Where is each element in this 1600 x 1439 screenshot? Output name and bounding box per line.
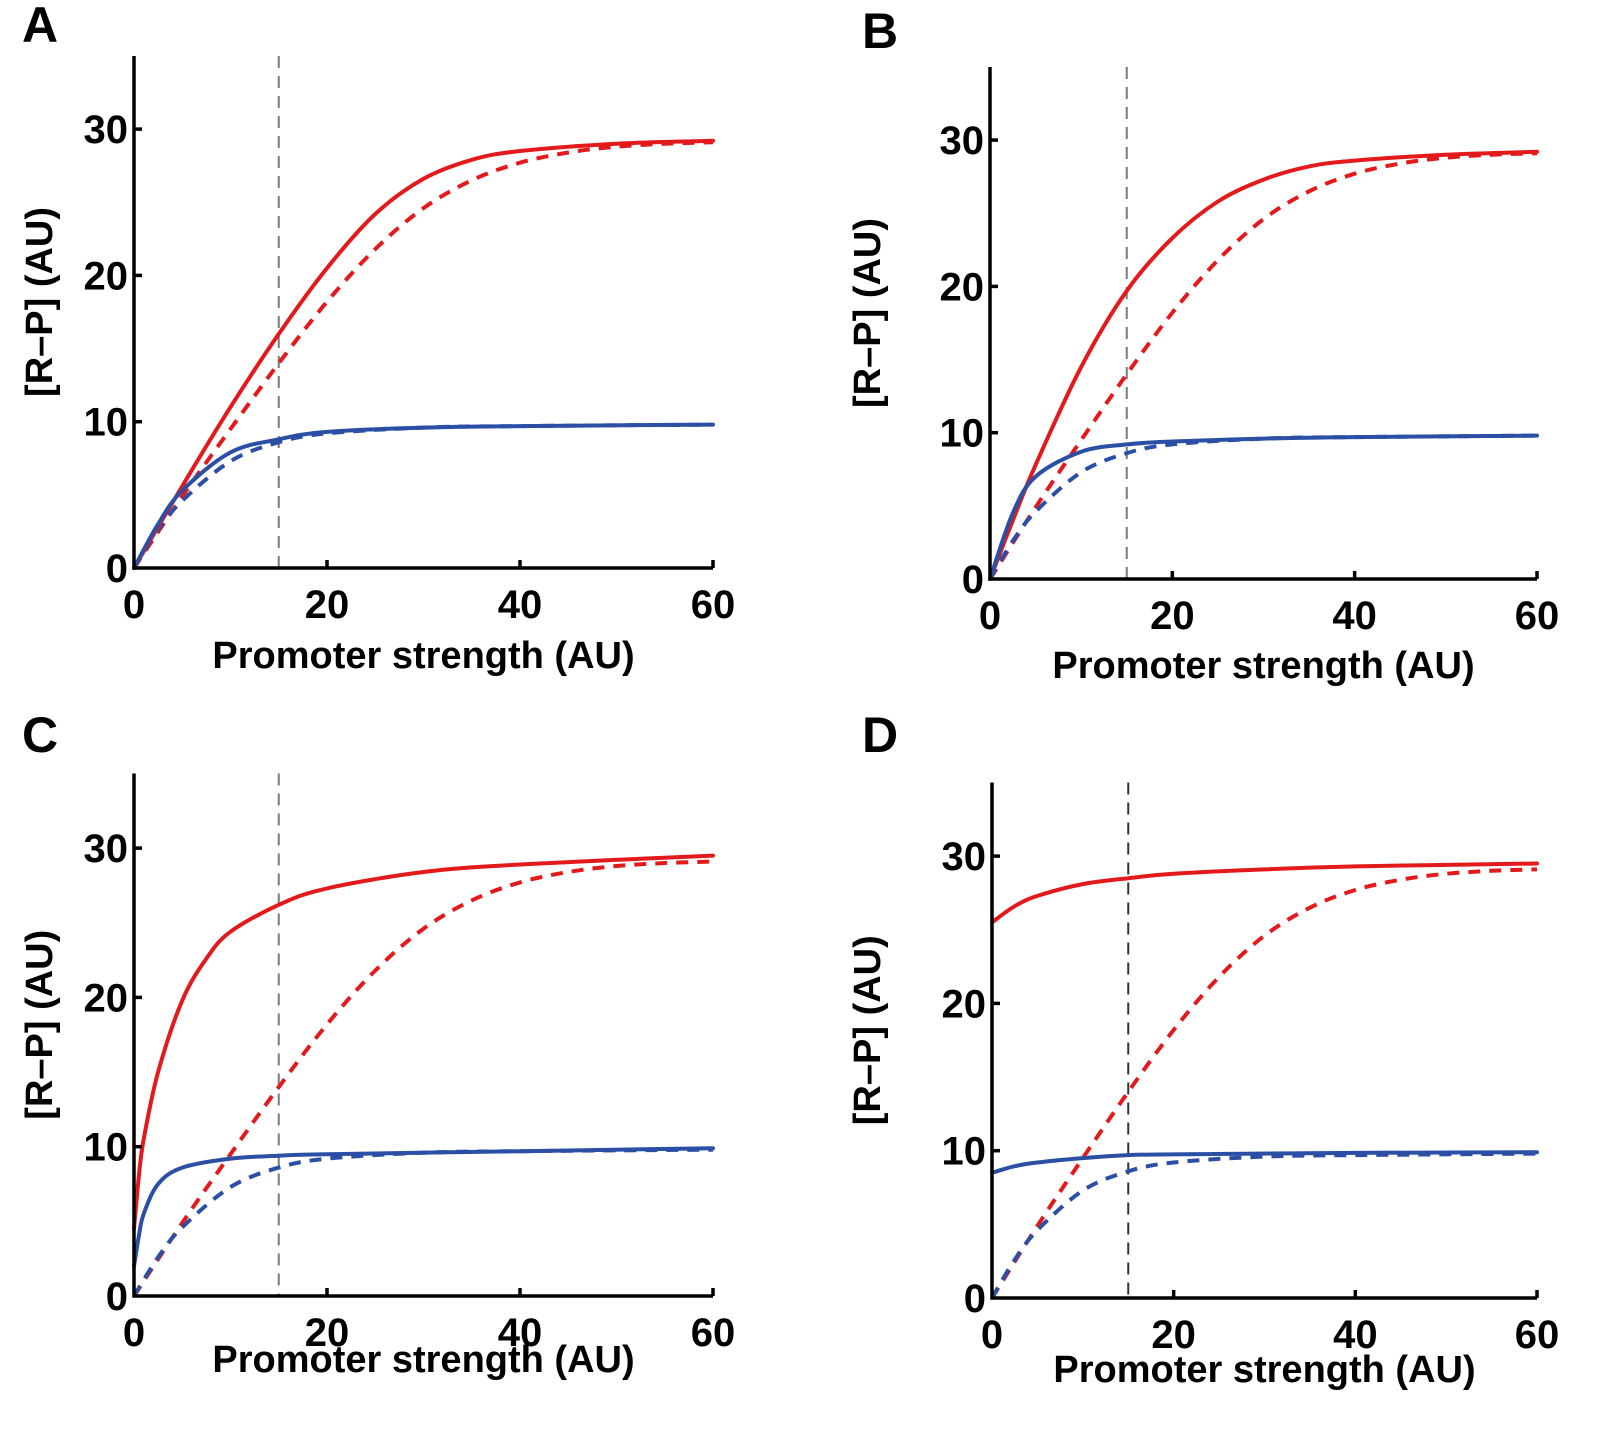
series-red-solid	[990, 861, 1539, 925]
series-blue-dashed	[132, 422, 714, 570]
x-tick-label: 0	[123, 583, 145, 627]
series-blue-solid	[990, 1150, 1539, 1175]
y-tick-label: 20	[940, 265, 985, 309]
x-tick-label: 40	[498, 583, 543, 627]
x-tick-label: 40	[1332, 594, 1377, 638]
x-tick-label: 20	[1150, 594, 1195, 638]
x-tick-label: 60	[691, 1311, 736, 1355]
x-tick-label: 60	[1515, 1313, 1560, 1357]
series-red-solid	[988, 149, 1539, 581]
x-tick-label: 0	[979, 594, 1001, 638]
y-tick-label: 30	[940, 119, 985, 163]
x-tick-label: 20	[305, 1311, 350, 1355]
y-tick-label: 0	[106, 547, 128, 591]
series-blue-solid	[988, 433, 1539, 581]
y-tick-label: 10	[942, 1130, 987, 1174]
y-tick-label: 20	[84, 976, 129, 1020]
y-axis-title: [R–P] (AU)	[19, 207, 61, 397]
series-blue-dashed	[990, 1151, 1538, 1300]
panel-letter: B	[862, 3, 898, 59]
y-tick-label: 20	[84, 254, 129, 298]
y-tick-label: 0	[964, 1277, 986, 1321]
y-tick-label: 0	[962, 558, 984, 602]
y-tick-label: 30	[84, 108, 129, 152]
y-tick-label: 20	[942, 982, 987, 1026]
panel-b: B 0 20 40 60 0 10 20 30 Promoter strength (AU) [R–…	[847, 3, 1559, 687]
x-axis-title: Promoter strength (AU)	[1053, 1349, 1475, 1391]
y-tick-label: 30	[942, 835, 987, 879]
y-tick-label: 10	[84, 1126, 129, 1170]
series-red-dashed	[988, 151, 1538, 581]
x-tick-label: 40	[498, 1311, 543, 1355]
y-tick-label: 10	[940, 412, 985, 456]
panel-d: D 0 20 40 60 0 10 20 30 Promoter strength (AU) [R–…	[847, 707, 1559, 1391]
y-tick-label: 10	[84, 401, 129, 445]
series-blue-dashed	[132, 1147, 714, 1298]
y-tick-label: 0	[106, 1275, 128, 1319]
panel-c: C 0 20 40 60 0 10 20 30 Promoter strength (AU) [R–…	[19, 707, 735, 1381]
series-red-dashed	[990, 867, 1538, 1300]
series-red-solid	[132, 853, 715, 1231]
x-axis-title: Promoter strength (AU)	[212, 635, 634, 677]
x-axis-title: Promoter strength (AU)	[1052, 645, 1474, 687]
x-tick-label: 20	[1151, 1313, 1196, 1357]
y-axis-title: [R–P] (AU)	[847, 218, 889, 408]
y-tick-label: 30	[84, 827, 129, 871]
x-tick-label: 20	[305, 583, 350, 627]
series-red-dashed	[132, 859, 714, 1298]
panel-letter: D	[862, 707, 898, 763]
series-red-solid	[132, 138, 715, 570]
x-tick-label: 60	[1515, 594, 1560, 638]
series-blue-solid	[132, 422, 715, 570]
panel-a: A 0 20 40 60 0 10 20 30 Promoter strength (AU) [R–…	[19, 0, 735, 677]
x-tick-label: 0	[981, 1313, 1003, 1357]
x-axis-title: Promoter strength (AU)	[212, 1339, 634, 1381]
series-blue-solid	[132, 1146, 715, 1269]
panel-letter: A	[22, 0, 58, 53]
series-red-dashed	[132, 140, 714, 570]
x-tick-label: 0	[123, 1311, 145, 1355]
x-tick-label: 60	[691, 583, 736, 627]
panel-letter: C	[22, 707, 58, 763]
y-axis-title: [R–P] (AU)	[19, 930, 61, 1120]
x-tick-label: 40	[1333, 1313, 1378, 1357]
y-axis-title: [R–P] (AU)	[847, 935, 889, 1125]
